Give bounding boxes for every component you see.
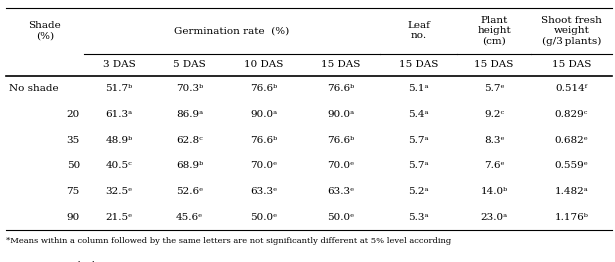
Text: 5.7ᵃ: 5.7ᵃ bbox=[408, 136, 429, 145]
Text: 76.6ᵇ: 76.6ᵇ bbox=[250, 136, 277, 145]
Text: Shoot fresh
weight
(g/3 plants): Shoot fresh weight (g/3 plants) bbox=[541, 16, 602, 46]
Text: 62.8ᶜ: 62.8ᶜ bbox=[176, 136, 203, 145]
Text: 5.2ᵃ: 5.2ᵃ bbox=[408, 187, 429, 196]
Text: 5.1ᵃ: 5.1ᵃ bbox=[408, 84, 429, 93]
Text: 21.5ᵉ: 21.5ᵉ bbox=[105, 213, 132, 222]
Text: 86.9ᵃ: 86.9ᵃ bbox=[176, 110, 203, 119]
Text: 7.6ᵉ: 7.6ᵉ bbox=[484, 161, 504, 170]
Text: Leaf
no.: Leaf no. bbox=[407, 21, 430, 41]
Text: 61.3ᵃ: 61.3ᵃ bbox=[105, 110, 132, 119]
Text: 0.829ᶜ: 0.829ᶜ bbox=[555, 110, 588, 119]
Text: 0.559ᵉ: 0.559ᵉ bbox=[555, 161, 589, 170]
Text: 15 DAS: 15 DAS bbox=[474, 60, 514, 69]
Text: 8.3ᵉ: 8.3ᵉ bbox=[484, 136, 504, 145]
Text: 90: 90 bbox=[66, 213, 80, 222]
Text: 45.6ᵉ: 45.6ᵉ bbox=[176, 213, 203, 222]
Text: 20: 20 bbox=[66, 110, 80, 119]
Text: 48.9ᵇ: 48.9ᵇ bbox=[105, 136, 132, 145]
Text: Shade
(%): Shade (%) bbox=[28, 21, 62, 41]
Text: 52.6ᵉ: 52.6ᵉ bbox=[176, 187, 203, 196]
Text: 0.514ᶠ: 0.514ᶠ bbox=[555, 84, 587, 93]
Text: *Means within a column followed by the same letters are not significantly differ: *Means within a column followed by the s… bbox=[6, 237, 451, 245]
Text: 76.6ᵇ: 76.6ᵇ bbox=[250, 84, 277, 93]
Text: 3 DAS: 3 DAS bbox=[103, 60, 135, 69]
Text: 5.7ᵉ: 5.7ᵉ bbox=[484, 84, 504, 93]
Text: 70.0ᵉ: 70.0ᵉ bbox=[250, 161, 277, 170]
Text: Plant
height
(cm): Plant height (cm) bbox=[477, 16, 511, 46]
Text: 5.3ᵃ: 5.3ᵃ bbox=[408, 213, 429, 222]
Text: 5.4ᵃ: 5.4ᵃ bbox=[408, 110, 429, 119]
Text: 63.3ᵉ: 63.3ᵉ bbox=[327, 187, 355, 196]
Text: 15 DAS: 15 DAS bbox=[321, 60, 360, 69]
Text: 32.5ᵉ: 32.5ᵉ bbox=[105, 187, 132, 196]
Text: 1.176ᵇ: 1.176ᵇ bbox=[555, 213, 589, 222]
Text: 15 DAS: 15 DAS bbox=[552, 60, 591, 69]
Text: Germination rate  (%): Germination rate (%) bbox=[174, 26, 289, 35]
Text: 70.3ᵇ: 70.3ᵇ bbox=[176, 84, 203, 93]
Text: 35: 35 bbox=[66, 136, 80, 145]
Text: 5.7ᵃ: 5.7ᵃ bbox=[408, 161, 429, 170]
Text: 14.0ᵇ: 14.0ᵇ bbox=[480, 187, 508, 196]
Text: 23.0ᵃ: 23.0ᵃ bbox=[480, 213, 508, 222]
Text: 0.682ᵉ: 0.682ᵉ bbox=[555, 136, 589, 145]
Text: 68.9ᵇ: 68.9ᵇ bbox=[176, 161, 203, 170]
Text: 63.3ᵉ: 63.3ᵉ bbox=[250, 187, 277, 196]
Text: 70.0ᵉ: 70.0ᵉ bbox=[327, 161, 355, 170]
Text: 40.5ᶜ: 40.5ᶜ bbox=[106, 161, 132, 170]
Text: 15 DAS: 15 DAS bbox=[399, 60, 438, 69]
Text: 50.0ᵉ: 50.0ᵉ bbox=[327, 213, 355, 222]
Text: 76.6ᵇ: 76.6ᵇ bbox=[327, 84, 355, 93]
Text: 51.7ᵇ: 51.7ᵇ bbox=[105, 84, 132, 93]
Text: No shade: No shade bbox=[9, 84, 58, 93]
Text: 9.2ᶜ: 9.2ᶜ bbox=[484, 110, 504, 119]
Text: 75: 75 bbox=[66, 187, 80, 196]
Text: 5 DAS: 5 DAS bbox=[173, 60, 206, 69]
Text: 76.6ᵇ: 76.6ᵇ bbox=[327, 136, 355, 145]
Text: 90.0ᵃ: 90.0ᵃ bbox=[327, 110, 355, 119]
Text: to Duncan's Multiple Range Test.: to Duncan's Multiple Range Test. bbox=[6, 261, 152, 262]
Text: 50: 50 bbox=[66, 161, 80, 170]
Text: 50.0ᵉ: 50.0ᵉ bbox=[250, 213, 277, 222]
Text: 10 DAS: 10 DAS bbox=[244, 60, 284, 69]
Text: 1.482ᵃ: 1.482ᵃ bbox=[555, 187, 589, 196]
Text: 90.0ᵃ: 90.0ᵃ bbox=[250, 110, 277, 119]
